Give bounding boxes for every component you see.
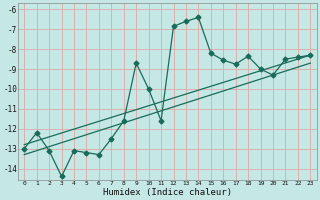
X-axis label: Humidex (Indice chaleur): Humidex (Indice chaleur): [103, 188, 232, 197]
